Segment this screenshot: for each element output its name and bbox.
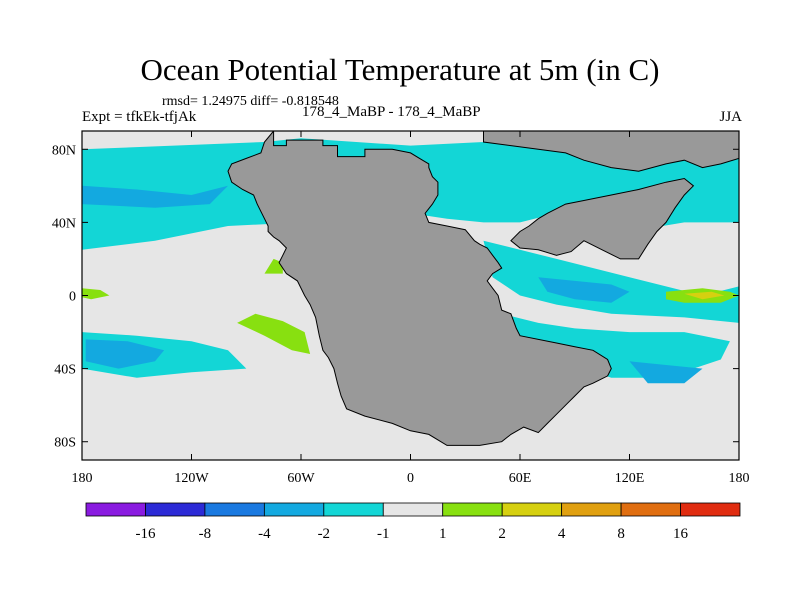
- colorbar-label-3: -2: [318, 526, 331, 542]
- colorbar-label-6: 2: [498, 526, 506, 542]
- colorbar-bin-2: [204, 502, 265, 517]
- season-label: JJA: [719, 109, 742, 125]
- colorbar-bin-7: [501, 502, 563, 517]
- runs-label: 178_4_MaBP - 178_4_MaBP: [302, 104, 481, 120]
- colorbar-bin-8: [561, 502, 622, 517]
- chart-title: Ocean Potential Temperature at 5m (in C): [140, 52, 660, 87]
- y-tick-label-3: 40S: [54, 363, 76, 378]
- anomaly-region-10: [264, 258, 283, 274]
- colorbar-label-9: 16: [673, 526, 689, 542]
- colorbar-bin-4: [323, 502, 384, 517]
- anomaly-region-4: [501, 313, 730, 378]
- x-axis: 180 120W 60W 0 60E 120E 180: [72, 131, 750, 486]
- land-land-outline-3: [510, 177, 695, 260]
- x-tick-label-3: 0: [407, 471, 414, 486]
- anomaly-region-6: [538, 277, 630, 303]
- x-tick-label-4: 60E: [509, 471, 532, 486]
- x-tick-label-2: 60W: [287, 471, 315, 486]
- x-tick-label-5: 120E: [615, 471, 645, 486]
- y-tick-label-0: 80N: [52, 143, 76, 158]
- anomaly-region-8: [82, 288, 110, 300]
- anomaly-region-3: [85, 339, 165, 369]
- land-land-outline-2: [483, 131, 739, 172]
- y-axis: 80N 40N 0 40S 80S: [52, 143, 739, 451]
- colorbar-label-4: -1: [377, 526, 390, 542]
- colorbar-bin-6: [442, 502, 503, 517]
- land-land-outline: [227, 131, 612, 446]
- colorbar-label-7: 4: [558, 526, 566, 542]
- land-mask: [227, 131, 739, 446]
- colorbar-label-2: -4: [258, 526, 271, 542]
- colorbar-bin-3: [263, 502, 325, 517]
- colorbar-label-1: -8: [199, 526, 212, 542]
- x-tick-label-6: 180: [729, 471, 750, 486]
- experiment-label: Expt = tfkEk-tfjAk: [82, 109, 197, 125]
- colorbar-bin-9: [620, 502, 681, 517]
- anomaly-region-9: [237, 313, 311, 354]
- x-tick-label-1: 120W: [174, 471, 209, 486]
- colorbar-label-8: 8: [617, 526, 625, 542]
- y-tick-label-2: 0: [69, 290, 76, 305]
- anomaly-region-1: [82, 185, 228, 208]
- colorbar-label-5: 1: [439, 526, 447, 542]
- y-tick-label-4: 80S: [54, 436, 76, 451]
- x-tick-label-0: 180: [72, 471, 93, 486]
- anomaly-region-7: [629, 361, 703, 384]
- colorbar-bin-0: [85, 502, 146, 517]
- colorbar-label-0: -16: [135, 526, 155, 542]
- stats-text: rmsd= 1.24975 diff= -0.818548: [162, 94, 339, 109]
- colorbar-bin-10: [680, 502, 741, 517]
- y-tick-label-1: 40N: [52, 216, 76, 231]
- anomaly-region-5: [483, 240, 739, 323]
- colorbar-bin-5: [382, 502, 444, 517]
- colorbar: -16 -8 -4 -2 -1 1 2 4 8 16: [85, 502, 741, 542]
- anomaly-region-12: [684, 291, 725, 300]
- colorbar-bin-1: [145, 502, 206, 517]
